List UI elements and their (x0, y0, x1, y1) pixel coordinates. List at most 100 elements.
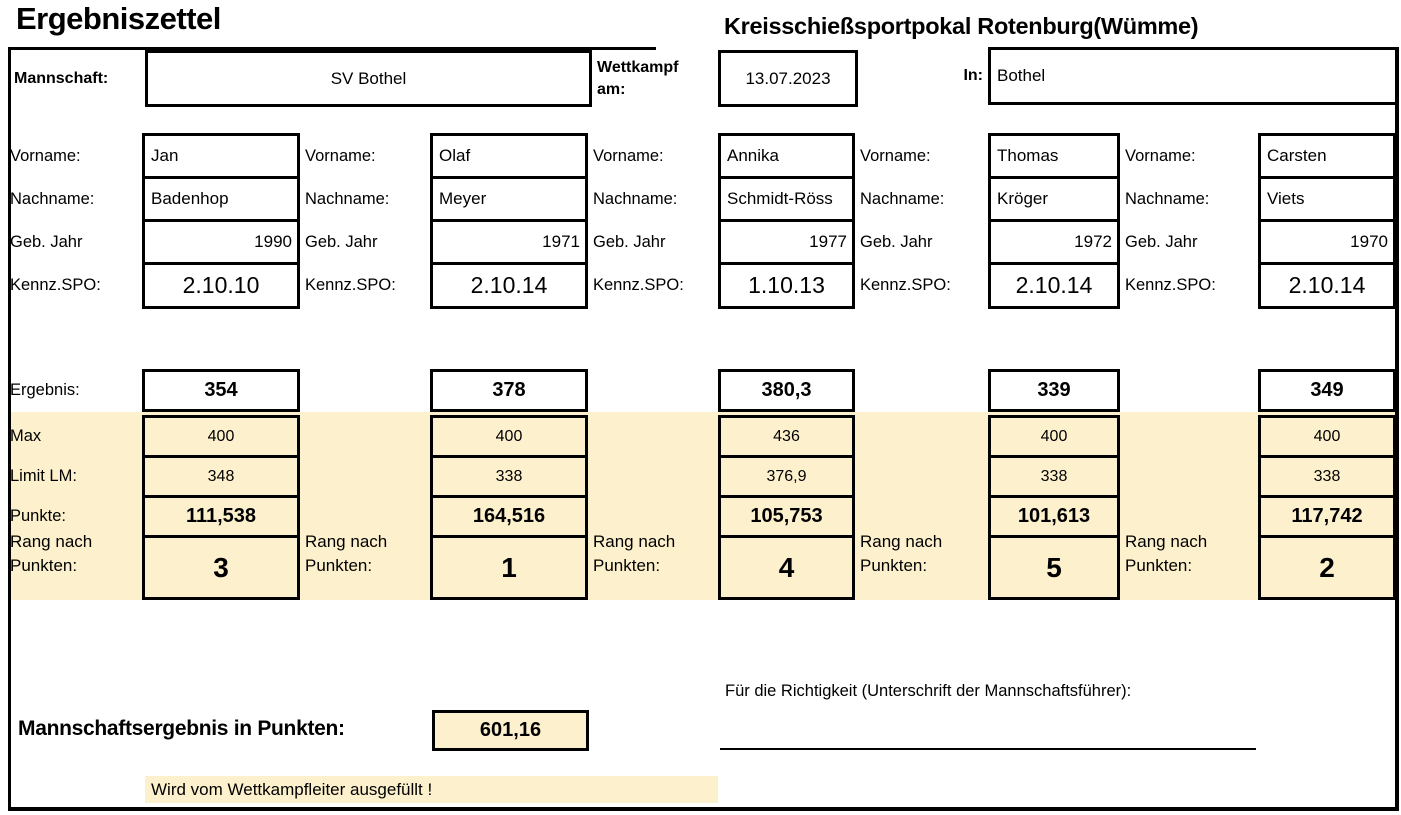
points-field: 117,742 (1258, 495, 1396, 538)
team-label: Mannschaft: (14, 69, 109, 87)
max-field: 400 (142, 415, 300, 458)
team-result-field: 601,16 (432, 710, 589, 751)
birth-year-label: Geb. Jahr (593, 232, 666, 251)
rank-label-line2: Punkten: (10, 556, 78, 575)
rank-label: Rang nach Punkten: (593, 535, 713, 600)
first-name-field[interactable]: Jan (142, 133, 300, 179)
result-field[interactable]: 339 (988, 369, 1120, 412)
limit-field: 338 (988, 455, 1120, 498)
rank-field: 1 (430, 535, 588, 600)
signature-line[interactable] (720, 748, 1256, 750)
rank-label-line1: Rang nach (305, 535, 388, 551)
rank-field: 3 (142, 535, 300, 600)
last-name-field[interactable]: Meyer (430, 176, 588, 222)
team-result-label: Mannschaftsergebnis in Punkten: (18, 717, 345, 740)
spo-code-field[interactable]: 1.10.13 (718, 262, 855, 309)
max-field: 436 (718, 415, 855, 458)
first-name-field[interactable]: Olaf (430, 133, 588, 179)
limit-field: 338 (1258, 455, 1396, 498)
points-field: 111,538 (142, 495, 300, 538)
max-field: 400 (430, 415, 588, 458)
first-name-label: Vorname: (593, 146, 664, 165)
team-name-field[interactable]: SV Bothel (145, 50, 592, 107)
signature-caption: Für die Richtigkeit (Unterschrift der Ma… (725, 682, 1132, 700)
spo-code-field[interactable]: 2.10.14 (1258, 262, 1396, 309)
last-name-field[interactable]: Kröger (988, 176, 1120, 222)
spo-code-label: Kennz.SPO: (860, 276, 951, 294)
rank-field: 4 (718, 535, 855, 600)
points-label: Punkte: (10, 507, 66, 525)
competition-title: Kreisschießsportpokal Rotenburg(Wümme) (724, 13, 1199, 39)
result-field[interactable]: 349 (1258, 369, 1396, 412)
official-note: Wird vom Wettkampfleiter ausgefüllt ! (145, 776, 718, 803)
rank-label-line1: Rang nach (860, 535, 943, 551)
date-field[interactable]: 13.07.2023 (718, 50, 858, 107)
limit-field: 348 (142, 455, 300, 498)
spo-code-label: Kennz.SPO: (305, 276, 396, 294)
spo-code-field[interactable]: 2.10.10 (142, 262, 300, 309)
birth-year-field[interactable]: 1970 (1258, 219, 1396, 265)
limit-label: Limit LM: (10, 467, 77, 485)
birth-year-field[interactable]: 1971 (430, 219, 588, 265)
max-field: 400 (1258, 415, 1396, 458)
rank-label-line1: Rang nach (10, 535, 93, 551)
birth-year-label: Geb. Jahr (1125, 232, 1198, 251)
rank-label: Rang nach Punkten: (860, 535, 984, 600)
birth-year-field[interactable]: 1977 (718, 219, 855, 265)
birth-year-field[interactable]: 1990 (142, 219, 300, 265)
result-field[interactable]: 380,3 (718, 369, 855, 412)
last-name-label: Nachname: (1125, 189, 1210, 208)
limit-field: 376,9 (718, 455, 855, 498)
max-label: Max (10, 427, 42, 445)
rank-field: 5 (988, 535, 1120, 600)
rank-label: Rang nach Punkten: (305, 535, 425, 600)
first-name-field[interactable]: Annika (718, 133, 855, 179)
spo-code-field[interactable]: 2.10.14 (430, 262, 588, 309)
form-border-left (8, 47, 11, 811)
first-name-label: Vorname: (860, 146, 931, 165)
page-title: Ergebniszettel (16, 1, 221, 36)
rank-label-line2: Punkten: (860, 556, 928, 575)
birth-year-label: Geb. Jahr (305, 232, 378, 251)
last-name-label: Nachname: (860, 189, 945, 208)
points-field: 164,516 (430, 495, 588, 538)
spo-code-field[interactable]: 2.10.14 (988, 262, 1120, 309)
first-name-label: Vorname: (305, 146, 376, 165)
form-border-bottom (8, 807, 1399, 811)
limit-field: 338 (430, 455, 588, 498)
birth-year-label: Geb. Jahr (860, 232, 933, 251)
form-border-top (8, 47, 656, 50)
date-label: Wettkampf am: (597, 58, 679, 98)
rank-label-line1: Rang nach (593, 535, 676, 551)
rank-field: 2 (1258, 535, 1396, 600)
location-label: In: (963, 67, 983, 84)
result-field[interactable]: 378 (430, 369, 588, 412)
birth-year-label: Geb. Jahr (10, 232, 83, 251)
last-name-label: Nachname: (593, 189, 678, 208)
points-field: 105,753 (718, 495, 855, 538)
first-name-field[interactable]: Thomas (988, 133, 1120, 179)
birth-year-field[interactable]: 1972 (988, 219, 1120, 265)
last-name-field[interactable]: Schmidt-Röss (718, 176, 855, 222)
spo-code-label: Kennz.SPO: (10, 276, 101, 294)
rank-label-line1: Rang nach (1125, 535, 1208, 551)
points-field: 101,613 (988, 495, 1120, 538)
last-name-field[interactable]: Badenhop (142, 176, 300, 222)
location-field[interactable]: Bothel (988, 47, 1398, 105)
last-name-field[interactable]: Viets (1258, 176, 1396, 222)
rank-label-line2: Punkten: (593, 556, 661, 575)
form-border-right (1395, 47, 1399, 811)
rank-label-line2: Punkten: (305, 556, 373, 575)
rank-label: Rang nach Punkten: (1125, 535, 1253, 600)
last-name-label: Nachname: (10, 189, 95, 208)
first-name-field[interactable]: Carsten (1258, 133, 1396, 179)
result-field[interactable]: 354 (142, 369, 300, 412)
result-label: Ergebnis: (10, 381, 80, 399)
max-field: 400 (988, 415, 1120, 458)
first-name-label: Vorname: (1125, 146, 1196, 165)
last-name-label: Nachname: (305, 189, 390, 208)
rank-label: Rang nach Punkten: (10, 535, 138, 600)
spo-code-label: Kennz.SPO: (593, 276, 684, 294)
first-name-label: Vorname: (10, 146, 81, 165)
